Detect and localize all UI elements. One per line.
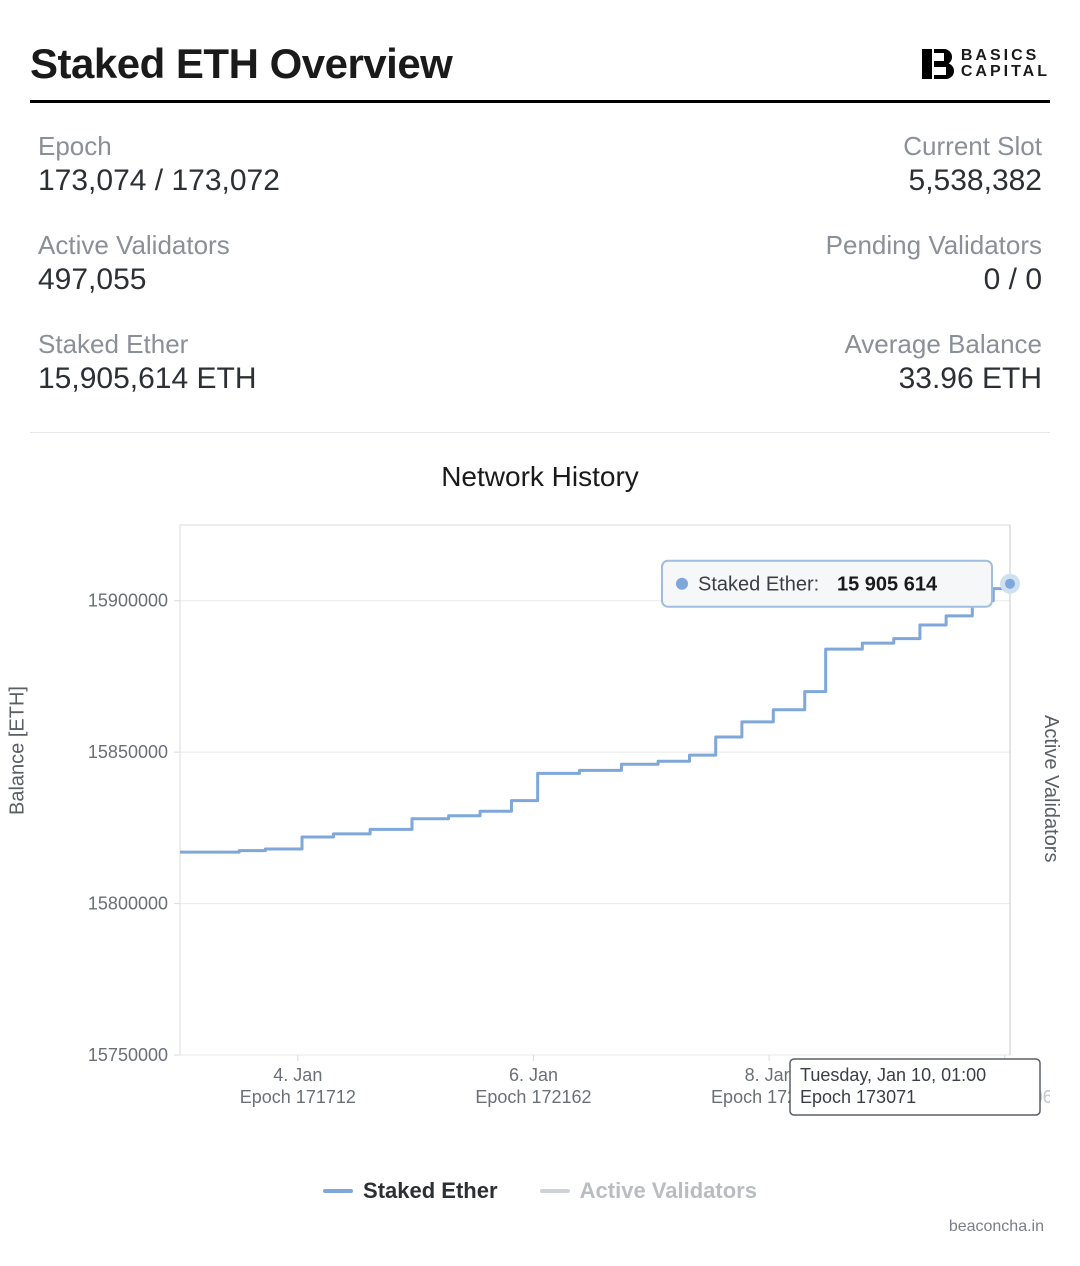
legend-item-validators[interactable]: Active Validators	[540, 1178, 757, 1204]
stat-value: 497,055	[38, 263, 540, 297]
y-axis-label: Balance [ETH]	[7, 686, 30, 815]
stat-label: Staked Ether	[38, 329, 540, 360]
stat-active-validators: Active Validators 497,055	[38, 230, 540, 297]
svg-text:15900000: 15900000	[88, 591, 168, 611]
y-axis-right-label: Active Validators	[1039, 715, 1062, 862]
stat-label: Active Validators	[38, 230, 540, 261]
stat-staked-ether: Staked Ether 15,905,614 ETH	[38, 329, 540, 396]
legend-label: Active Validators	[580, 1178, 757, 1204]
stat-value: 173,074 / 173,072	[38, 164, 540, 198]
stat-epoch: Epoch 173,074 / 173,072	[38, 131, 540, 198]
legend-swatch	[540, 1189, 570, 1193]
stat-pending-validators: Pending Validators 0 / 0	[540, 230, 1042, 297]
line-chart[interactable]: 157500001580000015850000159000004. JanEp…	[30, 515, 1050, 1155]
stat-value: 33.96 ETH	[540, 362, 1042, 396]
stat-avg-balance: Average Balance 33.96 ETH	[540, 329, 1042, 396]
stat-label: Average Balance	[540, 329, 1042, 360]
stat-label: Pending Validators	[540, 230, 1042, 261]
stat-value: 5,538,382	[540, 164, 1042, 198]
svg-text:15850000: 15850000	[88, 742, 168, 762]
chart-title: Network History	[30, 461, 1050, 493]
chart-section: Network History Balance [ETH] Active Val…	[30, 432, 1050, 1236]
stat-value: 0 / 0	[540, 263, 1042, 297]
svg-text:Tuesday, Jan 10, 01:00: Tuesday, Jan 10, 01:00	[800, 1065, 986, 1085]
chart-legend: Staked Ether Active Validators	[30, 1173, 1050, 1204]
svg-text:Staked Ether:: Staked Ether:	[698, 574, 819, 596]
stats-grid: Epoch 173,074 / 173,072 Current Slot 5,5…	[30, 131, 1050, 432]
stat-label: Epoch	[38, 131, 540, 162]
svg-text:15 905 614: 15 905 614	[837, 574, 938, 596]
svg-text:15750000: 15750000	[88, 1045, 168, 1065]
svg-text:Epoch 172162: Epoch 172162	[475, 1087, 591, 1107]
svg-text:15800000: 15800000	[88, 894, 168, 914]
header: Staked ETH Overview BASICS CAPITAL	[30, 40, 1050, 103]
logo-icon	[919, 46, 955, 82]
svg-text:6. Jan: 6. Jan	[509, 1065, 558, 1085]
svg-text:8. Jan: 8. Jan	[745, 1065, 794, 1085]
legend-swatch	[323, 1189, 353, 1193]
stat-slot: Current Slot 5,538,382	[540, 131, 1042, 198]
chart-source: beaconcha.in	[30, 1218, 1050, 1236]
page-title: Staked ETH Overview	[30, 40, 452, 88]
logo-text-bottom: CAPITAL	[961, 64, 1050, 80]
svg-text:Epoch 171712: Epoch 171712	[240, 1087, 356, 1107]
logo-text-top: BASICS	[961, 48, 1050, 64]
stat-label: Current Slot	[540, 131, 1042, 162]
svg-text:Epoch 173071: Epoch 173071	[800, 1087, 916, 1107]
svg-text:4. Jan: 4. Jan	[273, 1065, 322, 1085]
chart-container[interactable]: Balance [ETH] Active Validators 15750000…	[30, 515, 1050, 1155]
legend-item-staked[interactable]: Staked Ether	[323, 1178, 498, 1204]
brand-logo: BASICS CAPITAL	[919, 46, 1050, 82]
legend-label: Staked Ether	[363, 1178, 498, 1204]
stat-value: 15,905,614 ETH	[38, 362, 540, 396]
